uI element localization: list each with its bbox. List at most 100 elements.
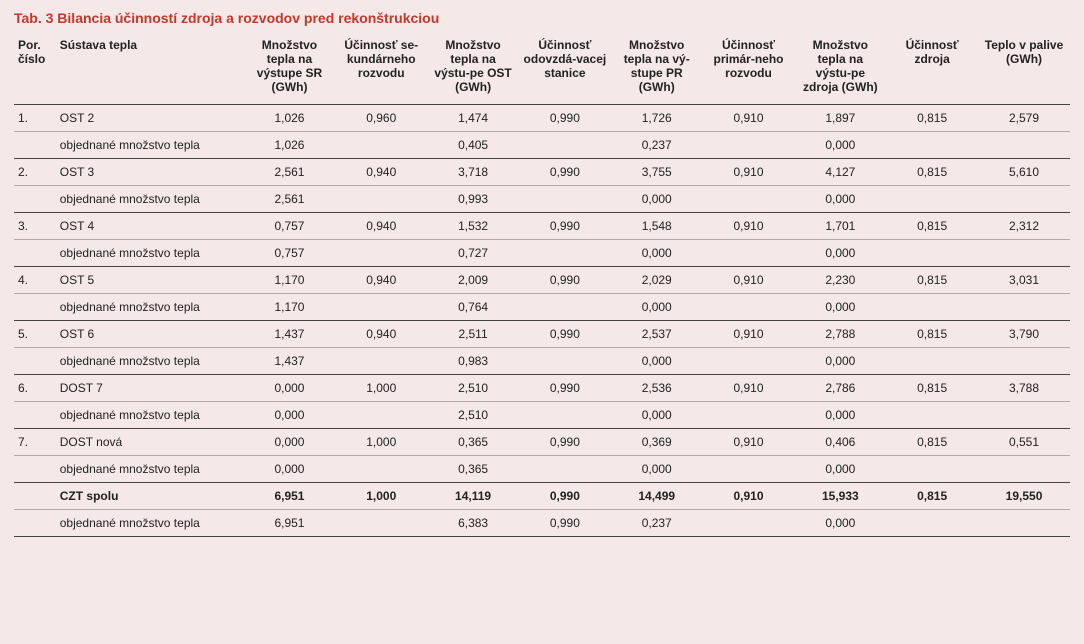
cell-val: 0,369 [611,429,703,456]
cell-val: 0,993 [427,186,519,213]
cell-val [335,294,427,321]
cell-val: 0,990 [519,321,611,348]
cell-val: 14,499 [611,483,703,510]
cell-val: 2,579 [978,105,1070,132]
cell-val [703,402,795,429]
cell-val: 1,437 [244,348,336,375]
table-row-total-sub: objednané množstvo tepla6,9516,3830,9900… [14,510,1070,537]
cell-val: 0,000 [611,456,703,483]
cell-val: 0,990 [519,105,611,132]
cell-val: 0,000 [244,429,336,456]
cell-val: 6,951 [244,483,336,510]
cell-val: 1,532 [427,213,519,240]
cell-name: OST 4 [56,213,244,240]
cell-val [519,348,611,375]
cell-val: 0,990 [519,483,611,510]
cell-por: 7. [14,429,56,456]
table-row: 7.DOST nová0,0001,0000,3650,9900,3690,91… [14,429,1070,456]
cell-name: objednané množstvo tepla [56,132,244,159]
cell-val: 0,000 [794,132,886,159]
table-row: 1.OST 21,0260,9601,4740,9901,7260,9101,8… [14,105,1070,132]
cell-name: OST 3 [56,159,244,186]
table-title: Tab. 3 Bilancia účinností zdroja a rozvo… [14,10,1070,26]
header-c7: Účinnosť primár-neho rozvodu [703,34,795,105]
cell-val: 0,000 [794,294,886,321]
cell-name: objednané množstvo tepla [56,510,244,537]
cell-val: 0,910 [703,483,795,510]
cell-val: 0,940 [335,159,427,186]
header-por: Por. číslo [14,34,56,105]
cell-val: 0,000 [244,375,336,402]
cell-val [335,240,427,267]
cell-val: 4,127 [794,159,886,186]
cell-val: 0,000 [611,186,703,213]
cell-val: 0,815 [886,321,978,348]
cell-val: 0,960 [335,105,427,132]
cell-por [14,294,56,321]
cell-val: 0,551 [978,429,1070,456]
cell-val [978,348,1070,375]
cell-val [978,510,1070,537]
table-row: 6.DOST 70,0001,0002,5100,9902,5360,9102,… [14,375,1070,402]
cell-val [335,348,427,375]
cell-val [335,456,427,483]
cell-val: 0,757 [244,240,336,267]
cell-val: 0,990 [519,213,611,240]
cell-val: 1,000 [335,429,427,456]
cell-val [703,240,795,267]
table-row-sub: objednané množstvo tepla1,0260,4050,2370… [14,132,1070,159]
cell-val: 0,406 [794,429,886,456]
cell-val: 2,536 [611,375,703,402]
cell-val: 14,119 [427,483,519,510]
cell-val: 0,990 [519,375,611,402]
cell-val [335,132,427,159]
cell-val: 2,029 [611,267,703,294]
cell-val: 2,510 [427,375,519,402]
cell-val [886,456,978,483]
cell-val [519,456,611,483]
table-row-sub: objednané množstvo tepla1,1700,7640,0000… [14,294,1070,321]
table-row-sub: objednané množstvo tepla0,0002,5100,0000… [14,402,1070,429]
cell-val: 0,990 [519,510,611,537]
cell-val [519,294,611,321]
cell-val: 0,000 [794,240,886,267]
cell-val [519,132,611,159]
header-c4: Množstvo tepla na výstu-pe OST (GWh) [427,34,519,105]
cell-val: 1,897 [794,105,886,132]
cell-val: 0,815 [886,375,978,402]
cell-val [335,186,427,213]
cell-val: 0,910 [703,375,795,402]
cell-val [703,132,795,159]
cell-val: 6,383 [427,510,519,537]
cell-val: 0,940 [335,321,427,348]
cell-val: 0,237 [611,132,703,159]
cell-name: DOST nová [56,429,244,456]
header-c5: Účinnosť odovzdá-vacej stanice [519,34,611,105]
table-container: Tab. 3 Bilancia účinností zdroja a rozvo… [0,0,1084,551]
cell-name: OST 6 [56,321,244,348]
cell-val: 1,701 [794,213,886,240]
cell-val: 0,815 [886,213,978,240]
table-row-sub: objednané množstvo tepla0,7570,7270,0000… [14,240,1070,267]
cell-val [703,186,795,213]
cell-val: 1,170 [244,294,336,321]
cell-por: 5. [14,321,56,348]
cell-val: 0,940 [335,213,427,240]
cell-val: 0,365 [427,429,519,456]
cell-val: 0,000 [794,456,886,483]
cell-val: 0,000 [611,294,703,321]
cell-name: objednané množstvo tepla [56,186,244,213]
cell-por: 4. [14,267,56,294]
cell-val: 0,000 [794,348,886,375]
cell-por [14,510,56,537]
cell-val: 2,312 [978,213,1070,240]
cell-name: objednané množstvo tepla [56,240,244,267]
cell-val: 1,026 [244,105,336,132]
cell-val: 0,815 [886,105,978,132]
cell-val: 1,170 [244,267,336,294]
cell-val [519,186,611,213]
cell-val: 3,755 [611,159,703,186]
cell-val: 15,933 [794,483,886,510]
cell-val: 0,983 [427,348,519,375]
cell-por [14,402,56,429]
